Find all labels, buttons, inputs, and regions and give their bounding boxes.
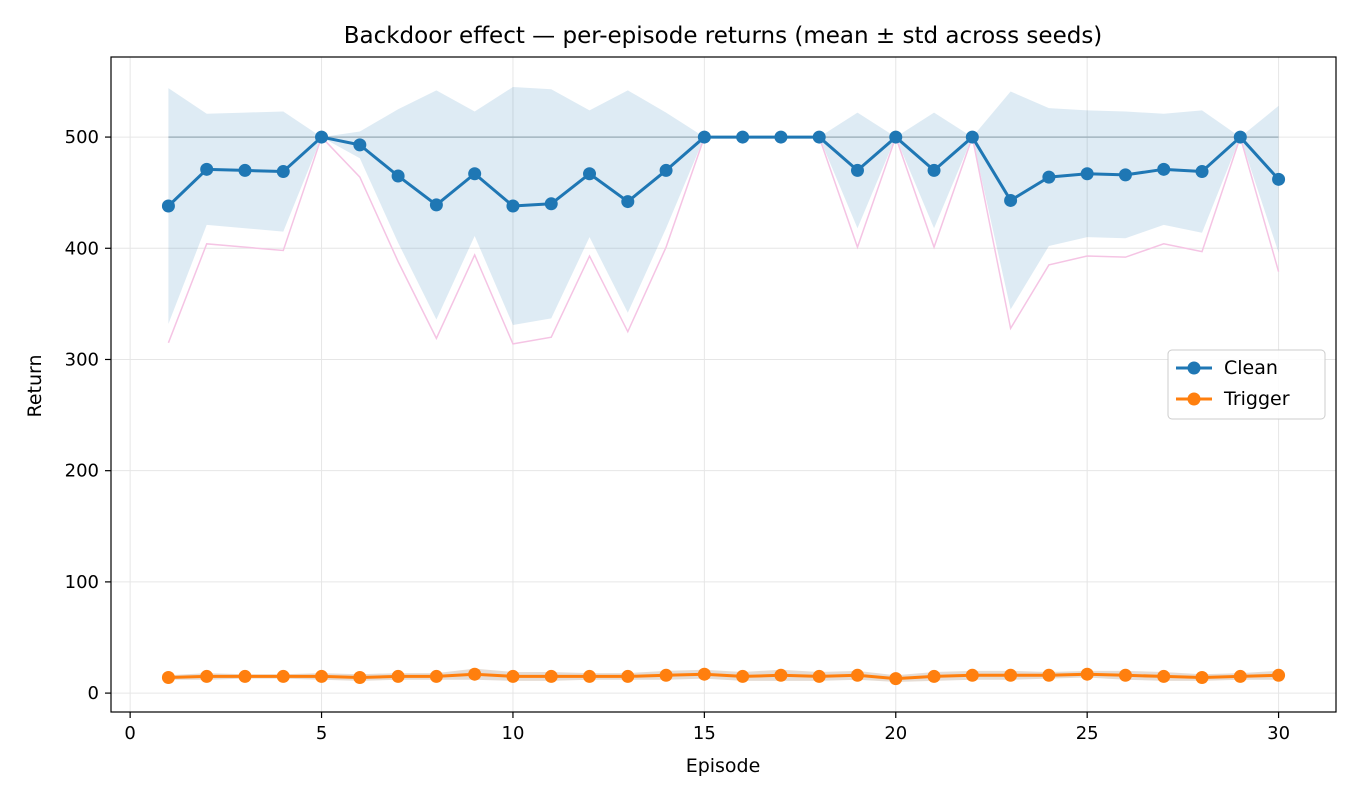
trigger-point bbox=[161, 671, 175, 685]
clean-point bbox=[506, 199, 520, 213]
grid bbox=[111, 57, 1336, 712]
x-tick-label: 25 bbox=[1076, 723, 1099, 744]
trigger-point bbox=[1004, 668, 1018, 682]
clean-point bbox=[468, 167, 482, 181]
clean-point bbox=[238, 163, 252, 177]
clean-point bbox=[736, 130, 750, 144]
clean-point bbox=[276, 165, 290, 179]
clean-point bbox=[1272, 172, 1286, 186]
y-tick-label: 500 bbox=[65, 127, 99, 148]
series-lines bbox=[161, 130, 1286, 686]
clean-point bbox=[1042, 170, 1056, 184]
x-tick-label: 15 bbox=[693, 723, 716, 744]
trigger-point bbox=[391, 669, 405, 683]
clean-point bbox=[391, 169, 405, 183]
trigger-point bbox=[315, 669, 329, 683]
trigger-point bbox=[544, 669, 558, 683]
clean-point bbox=[774, 130, 788, 144]
x-tick-label: 20 bbox=[884, 723, 907, 744]
trigger-point bbox=[200, 669, 214, 683]
clean-point bbox=[812, 130, 826, 144]
clean-point bbox=[965, 130, 979, 144]
clean-point bbox=[1157, 162, 1171, 176]
trigger-point bbox=[1080, 667, 1094, 681]
axes-frame bbox=[110, 56, 1337, 713]
clean-point bbox=[1195, 165, 1209, 179]
trigger-point bbox=[927, 669, 941, 683]
clean-legend-marker bbox=[1187, 361, 1201, 375]
y-tick-label: 100 bbox=[65, 572, 99, 593]
trigger-point bbox=[429, 669, 443, 683]
trigger-point bbox=[353, 671, 367, 685]
chart-title: Backdoor effect — per-episode returns (m… bbox=[344, 23, 1103, 49]
clean-point bbox=[161, 199, 175, 213]
x-tick-label: 0 bbox=[124, 723, 135, 744]
trigger-point bbox=[1157, 669, 1171, 683]
trigger-point bbox=[736, 669, 750, 683]
trigger-legend-label: Trigger bbox=[1223, 388, 1290, 410]
clean-point bbox=[850, 163, 864, 177]
trigger-point bbox=[965, 668, 979, 682]
clean-legend-label: Clean bbox=[1224, 357, 1278, 379]
y-tick-label: 300 bbox=[65, 349, 99, 370]
trigger-point bbox=[468, 667, 482, 681]
trigger-point bbox=[659, 668, 673, 682]
trigger-point bbox=[850, 668, 864, 682]
clean-point bbox=[1233, 130, 1247, 144]
x-tick-label: 30 bbox=[1267, 723, 1290, 744]
clean-point bbox=[583, 167, 597, 181]
clean-point bbox=[889, 130, 903, 144]
clean-point bbox=[1004, 193, 1018, 207]
trigger-point bbox=[774, 668, 788, 682]
legend: Clean Trigger bbox=[1167, 349, 1326, 420]
trigger-point bbox=[889, 672, 903, 686]
y-axis-label: Return bbox=[24, 354, 46, 417]
clean-point bbox=[927, 163, 941, 177]
trigger-point bbox=[1272, 668, 1286, 682]
clean-point bbox=[1118, 168, 1132, 182]
trigger-point bbox=[1118, 668, 1132, 682]
trigger-point bbox=[697, 667, 711, 681]
x-axis-label: Episode bbox=[686, 755, 761, 777]
clean-std-band bbox=[168, 87, 1279, 326]
trigger-point bbox=[1195, 671, 1209, 685]
trigger-point bbox=[506, 669, 520, 683]
trigger-point bbox=[276, 669, 290, 683]
trigger-point bbox=[1233, 669, 1247, 683]
y-tick-label: 200 bbox=[65, 461, 99, 482]
trigger-point bbox=[238, 669, 252, 683]
trigger-point bbox=[621, 669, 635, 683]
clean-point bbox=[1080, 167, 1094, 181]
clean-point bbox=[659, 163, 673, 177]
clean-point bbox=[353, 138, 367, 152]
y-tick-label: 400 bbox=[65, 238, 99, 259]
clean-point bbox=[697, 130, 711, 144]
y-tick-label: 0 bbox=[88, 683, 99, 704]
trigger-point bbox=[583, 669, 597, 683]
trigger-legend-marker bbox=[1187, 392, 1201, 406]
clean-point bbox=[315, 130, 329, 144]
clean-point bbox=[544, 197, 558, 211]
clean-point bbox=[429, 198, 443, 212]
plot-frame bbox=[110, 56, 1337, 713]
trigger-point bbox=[1042, 668, 1056, 682]
trigger-point bbox=[812, 669, 826, 683]
clean-point bbox=[621, 195, 635, 209]
x-tick-label: 5 bbox=[316, 723, 327, 744]
x-tick-label: 10 bbox=[502, 723, 525, 744]
clean-point bbox=[200, 162, 214, 176]
